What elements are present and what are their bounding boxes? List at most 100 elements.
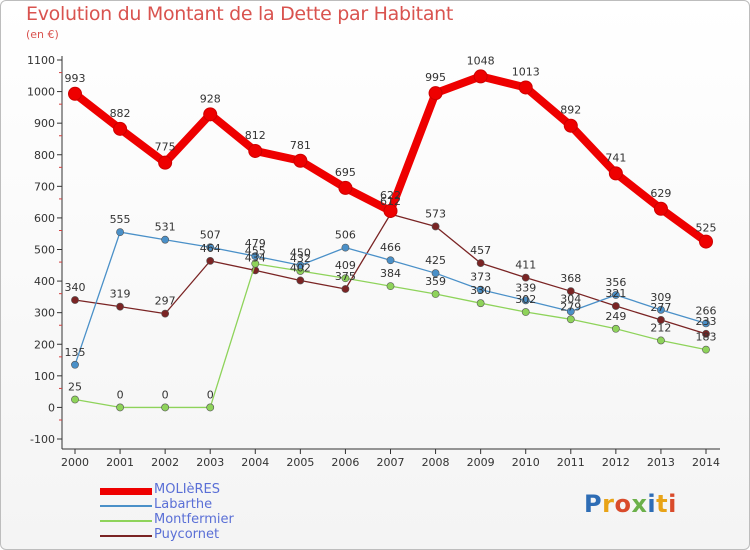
y-tick-label: 600 <box>34 212 55 225</box>
data-point <box>68 86 82 101</box>
data-point <box>161 403 170 412</box>
data-label: 330 <box>470 284 491 297</box>
data-label: 0 <box>117 388 124 401</box>
data-label: 373 <box>470 271 491 284</box>
data-label: 356 <box>605 276 626 289</box>
data-point <box>699 234 713 249</box>
data-point <box>386 256 395 265</box>
data-label: 409 <box>335 259 356 272</box>
y-tick-label: 300 <box>34 307 55 320</box>
y-tick-label: 200 <box>34 338 55 351</box>
x-tick-label: 2007 <box>377 456 405 469</box>
data-point <box>657 316 665 324</box>
data-label: 928 <box>200 92 221 105</box>
data-point <box>293 153 308 168</box>
data-label: 0 <box>162 388 169 401</box>
chart-subtitle: (en €) <box>26 28 59 41</box>
data-point <box>657 305 665 314</box>
data-label: 135 <box>65 346 86 359</box>
logo-letter: P <box>584 490 603 518</box>
data-point <box>116 403 124 412</box>
data-label: 995 <box>425 71 446 84</box>
data-label: 450 <box>290 246 311 259</box>
data-point <box>702 345 710 354</box>
data-label: 375 <box>335 270 356 283</box>
data-point <box>203 107 218 122</box>
data-label: 212 <box>650 321 671 334</box>
x-tick-label: 2001 <box>106 456 134 469</box>
data-point <box>206 403 215 412</box>
data-label: 340 <box>65 281 86 294</box>
data-label: 741 <box>605 151 626 164</box>
data-label: 507 <box>200 228 221 241</box>
data-point <box>251 259 260 268</box>
data-label: 434 <box>245 251 266 264</box>
data-point <box>116 302 124 311</box>
data-label: 573 <box>425 207 446 220</box>
data-point <box>161 235 170 244</box>
data-point <box>653 201 668 216</box>
data-label: 411 <box>515 259 536 272</box>
data-label: 695 <box>335 166 356 179</box>
data-label: 993 <box>65 72 86 85</box>
legend-item-montfermier: Montfermier <box>100 512 300 528</box>
y-tick-label: 900 <box>34 117 55 130</box>
legend-label-puycornet: Puycornet <box>154 527 220 542</box>
logo-letter: r <box>602 490 615 518</box>
data-point <box>431 222 440 231</box>
data-point <box>521 308 530 316</box>
data-label: 183 <box>696 331 717 344</box>
data-point <box>563 118 578 133</box>
y-tick-label: -100 <box>30 433 55 446</box>
data-label: 531 <box>155 221 176 234</box>
data-label: 466 <box>380 241 401 254</box>
y-tick-label: 800 <box>34 149 55 162</box>
data-point <box>611 291 620 299</box>
data-point <box>248 143 263 158</box>
data-label: 266 <box>696 304 717 317</box>
data-point <box>476 285 485 294</box>
data-point <box>71 395 79 404</box>
data-point <box>566 287 575 296</box>
data-point <box>341 285 350 293</box>
data-point <box>296 261 305 270</box>
data-label: 233 <box>696 315 717 328</box>
data-label: 402 <box>290 261 311 274</box>
x-tick-label: 2011 <box>557 456 585 469</box>
data-point <box>521 273 530 282</box>
data-point <box>473 69 488 84</box>
y-tick-label: 400 <box>34 275 55 288</box>
legend-label-labarthe: Labarthe <box>154 497 213 512</box>
logo-letter: o <box>614 490 632 518</box>
legend-label-montfermier: Montfermier <box>154 512 234 527</box>
data-label: 1048 <box>467 54 495 67</box>
data-label: 0 <box>207 388 214 401</box>
data-label: 629 <box>650 187 671 200</box>
data-point <box>611 302 620 310</box>
x-tick-label: 2006 <box>331 456 359 469</box>
data-label: 368 <box>560 272 581 285</box>
data-point <box>338 180 353 195</box>
data-point <box>518 80 533 95</box>
data-label: 555 <box>110 213 131 226</box>
y-tick-label: 0 <box>48 401 55 414</box>
data-point <box>383 203 398 218</box>
data-label: 525 <box>696 222 717 235</box>
data-point <box>116 228 124 237</box>
legend-swatch-labarthe <box>100 505 152 507</box>
logo-letter: t <box>656 490 669 518</box>
logo-letter: i <box>668 490 677 518</box>
data-label: 339 <box>515 281 536 294</box>
proxiti-logo: Proxiti <box>584 490 677 518</box>
data-point <box>386 282 395 291</box>
x-tick-label: 2009 <box>467 456 495 469</box>
y-tick-label: 100 <box>34 370 55 383</box>
data-point <box>341 274 350 283</box>
data-point <box>206 256 215 265</box>
data-point <box>428 86 443 101</box>
data-point <box>657 336 665 345</box>
x-tick-label: 2002 <box>151 456 179 469</box>
data-point <box>296 276 305 285</box>
y-tick-label: 500 <box>34 244 55 257</box>
